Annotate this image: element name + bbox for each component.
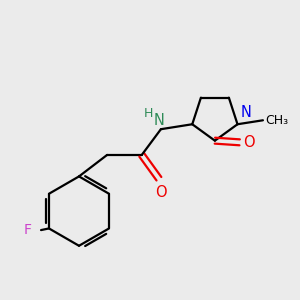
Text: CH₃: CH₃ <box>266 114 289 127</box>
Text: N: N <box>240 105 251 120</box>
Text: H: H <box>144 107 153 120</box>
Text: O: O <box>244 135 255 150</box>
Text: N: N <box>154 112 165 128</box>
Text: O: O <box>155 185 167 200</box>
Text: F: F <box>24 223 32 237</box>
